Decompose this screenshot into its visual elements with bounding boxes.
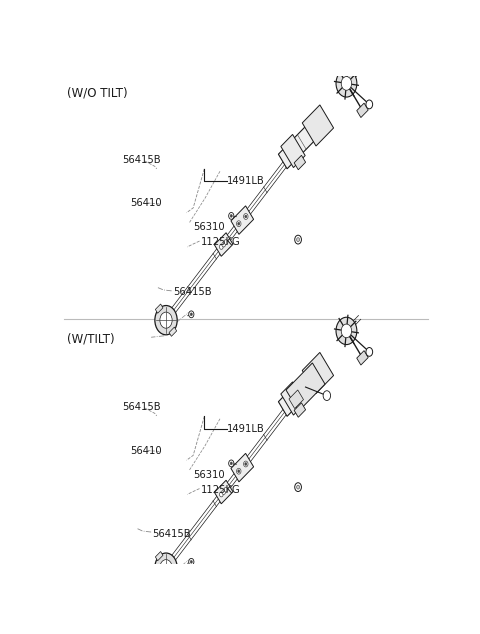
Text: 56310: 56310 bbox=[193, 223, 225, 233]
Text: 56415B: 56415B bbox=[173, 287, 211, 297]
Polygon shape bbox=[215, 480, 233, 504]
Circle shape bbox=[190, 313, 192, 316]
Circle shape bbox=[224, 487, 228, 492]
Polygon shape bbox=[294, 403, 306, 417]
Circle shape bbox=[219, 245, 223, 249]
Polygon shape bbox=[278, 363, 325, 417]
Circle shape bbox=[366, 347, 372, 356]
Polygon shape bbox=[156, 304, 163, 313]
Polygon shape bbox=[278, 115, 325, 169]
Circle shape bbox=[295, 235, 301, 244]
Text: (W/TILT): (W/TILT) bbox=[67, 333, 114, 346]
Text: 1125KG: 1125KG bbox=[201, 237, 240, 247]
Polygon shape bbox=[169, 574, 177, 584]
Circle shape bbox=[155, 553, 177, 582]
Circle shape bbox=[222, 489, 226, 495]
Circle shape bbox=[243, 461, 248, 467]
Polygon shape bbox=[231, 206, 253, 235]
Polygon shape bbox=[156, 552, 163, 560]
Circle shape bbox=[160, 312, 172, 328]
Circle shape bbox=[230, 214, 232, 217]
Polygon shape bbox=[231, 453, 253, 482]
Polygon shape bbox=[286, 363, 325, 411]
Circle shape bbox=[219, 492, 223, 497]
Polygon shape bbox=[357, 351, 368, 365]
Circle shape bbox=[237, 469, 241, 474]
Circle shape bbox=[189, 311, 194, 318]
Circle shape bbox=[243, 214, 248, 219]
Circle shape bbox=[228, 460, 234, 467]
Circle shape bbox=[222, 242, 226, 247]
Circle shape bbox=[295, 482, 301, 491]
Text: 56410: 56410 bbox=[131, 198, 162, 208]
Text: 1125KG: 1125KG bbox=[201, 484, 240, 495]
Circle shape bbox=[297, 485, 300, 489]
Text: (W/O TILT): (W/O TILT) bbox=[67, 87, 127, 100]
Text: 56410: 56410 bbox=[131, 446, 162, 455]
Polygon shape bbox=[357, 103, 368, 117]
Text: 1491LB: 1491LB bbox=[227, 424, 264, 434]
Circle shape bbox=[323, 391, 331, 401]
Circle shape bbox=[341, 324, 352, 338]
Circle shape bbox=[228, 212, 234, 219]
Polygon shape bbox=[281, 382, 305, 415]
Circle shape bbox=[341, 77, 352, 90]
Text: 56310: 56310 bbox=[193, 470, 225, 480]
Circle shape bbox=[336, 70, 357, 97]
Circle shape bbox=[230, 462, 232, 465]
Text: 56415B: 56415B bbox=[152, 529, 191, 538]
Circle shape bbox=[366, 100, 372, 109]
Circle shape bbox=[189, 559, 194, 566]
Circle shape bbox=[190, 560, 192, 563]
Circle shape bbox=[297, 238, 300, 242]
Text: 56415B: 56415B bbox=[122, 155, 161, 165]
Polygon shape bbox=[294, 155, 306, 170]
Polygon shape bbox=[302, 105, 334, 146]
Polygon shape bbox=[289, 390, 303, 408]
Polygon shape bbox=[302, 353, 334, 394]
Text: 56415B: 56415B bbox=[122, 402, 161, 412]
Circle shape bbox=[238, 223, 240, 225]
Polygon shape bbox=[215, 233, 233, 256]
Circle shape bbox=[245, 463, 247, 465]
Circle shape bbox=[224, 240, 228, 245]
Polygon shape bbox=[281, 134, 305, 167]
Polygon shape bbox=[169, 327, 177, 337]
Text: 1491LB: 1491LB bbox=[227, 176, 264, 186]
Circle shape bbox=[238, 470, 240, 473]
Circle shape bbox=[237, 221, 241, 226]
Circle shape bbox=[160, 560, 172, 576]
Circle shape bbox=[155, 306, 177, 335]
Circle shape bbox=[336, 317, 357, 345]
Circle shape bbox=[245, 215, 247, 218]
